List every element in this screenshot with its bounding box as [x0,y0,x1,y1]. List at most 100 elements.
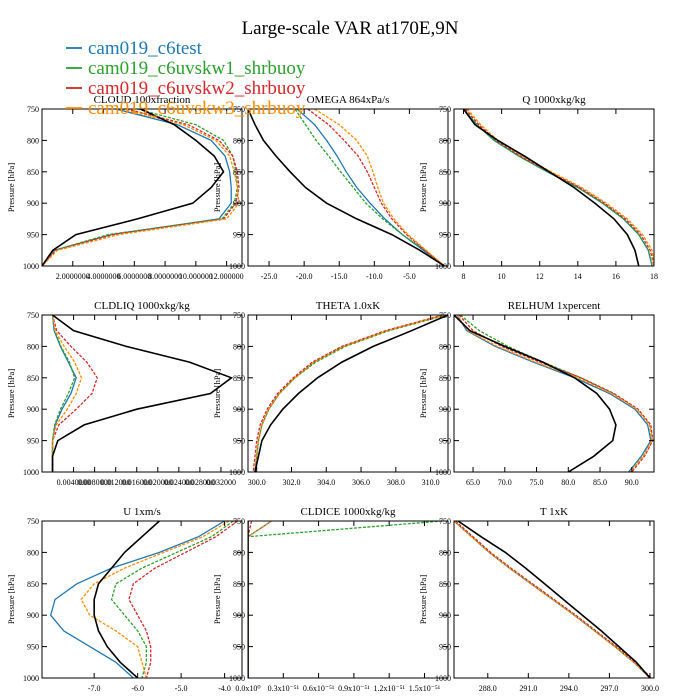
x-tick-label: 10.000000 [179,272,213,281]
plot-frame [247,108,449,267]
y-tick-label: 900 [233,405,245,414]
y-tick-label: 900 [233,611,245,620]
y-axis-label: Pressure [hPa] [212,575,222,625]
series-line-cam019_c6test [248,521,272,678]
y-tick-label: 950 [439,231,451,240]
y-tick-label: 1000 [229,262,245,271]
x-tick-label: 70.0 [498,478,512,487]
x-tick-label: 0.016000 [122,478,152,487]
panel-title: CLDLIQ 1000xkg/kg [94,300,190,312]
plot-frame [41,108,243,267]
x-tick-label: 302.0 [282,478,300,487]
panel-title: RELHUM 1xpercent [508,300,601,312]
x-tick-label: 14 [574,272,582,281]
y-tick-label: 950 [233,231,245,240]
x-tick-label: 0.0080000 [78,478,112,487]
legend-label: cam019_c6uvskw1_shrbuoy [88,58,306,79]
y-axis-label: Pressure [hPa] [6,163,16,213]
chart-panel-2: OMEGA 864xPa/s Pressure [hPa] 750 800 850 900… [212,94,449,281]
series-line-reference [462,109,640,266]
y-tick-label: 850 [27,580,39,589]
y-tick-label: 800 [27,136,39,145]
y-tick-label: 800 [439,136,451,145]
chart-panel-7: U 1xm/s Pressure [hPa] 750 800 850 900 950 1000… [6,506,243,693]
y-tick-label: 1000 [229,468,245,477]
series-line-cam019_c6uvskw3_shrbuoy [254,315,445,472]
panel-title: CLOUD 100xfraction [94,94,191,106]
y-tick-label: 1000 [23,262,39,271]
y-tick-label: 750 [439,311,451,320]
x-tick-label: 0.012000 [101,478,131,487]
y-tick-label: 900 [439,611,451,620]
y-tick-label: 950 [233,643,245,652]
x-tick-label: 12.000000 [210,272,244,281]
y-tick-label: 800 [27,342,39,351]
series-line-cam019_c6uvskw2_shrbuoy [248,521,253,678]
y-tick-label: 1000 [435,262,451,271]
series-line-cam019_c6uvskw2_shrbuoy [252,315,443,472]
series-line-cam019_c6uvskw3_shrbuoy [248,521,272,678]
y-tick-label: 850 [233,580,245,589]
legend-item-cam019_c6uvskw2_shrbuoy: cam019_c6uvskw2_shrbuoy [66,78,306,99]
x-tick-label: 10 [498,272,506,281]
series-line-cam019_c6test [49,521,225,678]
x-tick-label: 0.032000 [206,478,236,487]
y-tick-label: 1000 [435,674,451,683]
y-tick-label: 850 [439,580,451,589]
x-tick-label: 85.0 [593,478,607,487]
panel-title: U 1xm/s [123,506,161,518]
x-tick-label: 306.0 [352,478,370,487]
plot-frame [453,520,655,679]
y-tick-label: 750 [27,517,39,526]
series-line-cam019_c6uvskw3_shrbuoy [466,109,654,266]
legend-label: cam019_c6uvskw2_shrbuoy [88,78,306,99]
plot-frame [247,520,449,679]
y-tick-label: 1000 [23,468,39,477]
x-tick-label: 0.6x10⁻⁵¹ [303,684,335,693]
x-tick-label: 90.0 [625,478,639,487]
series-line-reference [93,521,160,678]
x-tick-label: 1.2x10⁻⁵¹ [373,684,405,693]
panel-title: THETA 1.0xK [316,300,381,312]
y-tick-label: 900 [233,199,245,208]
chart-panel-6: RELHUM 1xpercent Pressure [hPa] 750 800 850 9… [418,300,655,487]
panel-title: T 1xK [540,506,568,518]
plot-frame [453,314,655,473]
x-tick-label: -6.0 [131,684,144,693]
x-tick-label: 0.020000 [143,478,173,487]
x-tick-label: 12 [536,272,544,281]
series-line-cam019_c6uvskw3_shrbuoy [42,109,240,266]
y-tick-label: 800 [233,136,245,145]
x-tick-label: 300.0 [641,684,659,693]
y-tick-label: 850 [439,374,451,383]
y-tick-label: 950 [27,643,39,652]
x-tick-label: 80.0 [561,478,575,487]
series-line-cam019_c6uvskw3_shrbuoy [80,521,230,678]
x-tick-label: -15.0 [331,272,348,281]
series-line-cam019_c6uvskw1_shrbuoy [110,521,234,678]
x-tick-label: 65.0 [466,478,480,487]
y-tick-label: 750 [233,105,245,114]
legend-item-cam019_c6test: cam019_c6test [66,38,203,59]
series-line-reference [248,109,445,266]
series-line-cam019_c6uvskw2_shrbuoy [307,109,445,266]
figure-title: Large-scale VAR at170E,9N [242,18,459,39]
y-tick-label: 750 [439,105,451,114]
series-line-cam019_c6test [456,315,652,472]
y-tick-label: 850 [27,168,39,177]
y-tick-label: 850 [233,374,245,383]
x-tick-label: 75.0 [530,478,544,487]
y-tick-label: 900 [27,405,39,414]
x-tick-label: 0.024000 [164,478,194,487]
series-line-cam019_c6uvskw2_shrbuoy [464,109,654,266]
y-axis-label: Pressure [hPa] [418,163,428,213]
series-line-cam019_c6uvskw3_shrbuoy [51,315,83,472]
x-tick-label: 0.0x10⁰ [235,684,260,693]
y-tick-label: 1000 [435,468,451,477]
chart-panel-8: CLDICE 1000xkg/kg Pressure [hPa] 750 800 850… [212,506,449,693]
series-line-cam019_c6test [454,521,651,678]
y-tick-label: 950 [439,643,451,652]
x-tick-label: 1.5x10⁻⁵¹ [409,684,441,693]
y-tick-label: 750 [439,517,451,526]
series-line-cam019_c6uvskw2_shrbuoy [128,521,239,678]
